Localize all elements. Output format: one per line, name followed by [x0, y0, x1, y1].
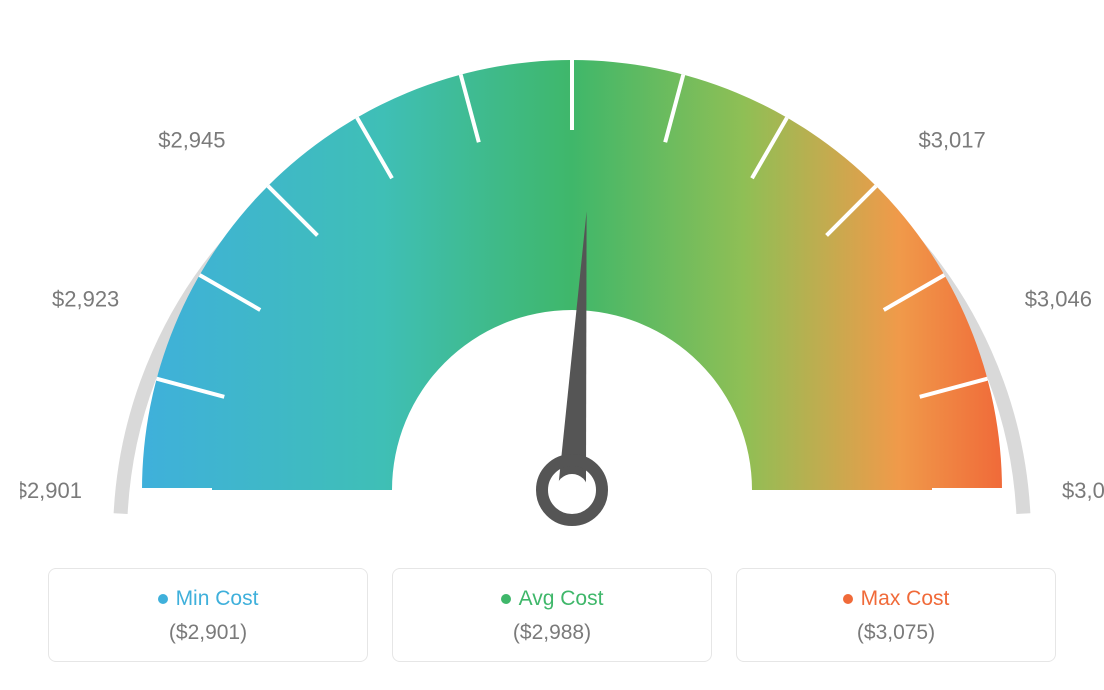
- gauge-tick-label: $2,901: [20, 478, 82, 503]
- legend-card-min: Min Cost ($2,901): [48, 568, 368, 662]
- legend-card-max: Max Cost ($3,075): [736, 568, 1056, 662]
- gauge-tick-label: $3,075: [1062, 478, 1104, 503]
- gauge-tick-label: $3,017: [918, 128, 985, 153]
- legend-max-label: Max Cost: [843, 587, 950, 611]
- gauge-svg: $2,901$2,923$2,945$2,988$3,017$3,046$3,0…: [20, 20, 1104, 540]
- legend-card-avg: Avg Cost ($2,988): [392, 568, 712, 662]
- legend-min-value: ($2,901): [59, 621, 357, 645]
- legend-min-label: Min Cost: [158, 587, 259, 611]
- legend-avg-label: Avg Cost: [501, 587, 604, 611]
- legend-avg-value: ($2,988): [403, 621, 701, 645]
- gauge-tick-label: $2,945: [158, 128, 225, 153]
- legend-row: Min Cost ($2,901) Avg Cost ($2,988) Max …: [20, 568, 1084, 662]
- legend-max-value: ($3,075): [747, 621, 1045, 645]
- gauge-chart: $2,901$2,923$2,945$2,988$3,017$3,046$3,0…: [20, 20, 1084, 540]
- gauge-tick-label: $3,046: [1025, 286, 1092, 311]
- gauge-tick-label: $2,923: [52, 286, 119, 311]
